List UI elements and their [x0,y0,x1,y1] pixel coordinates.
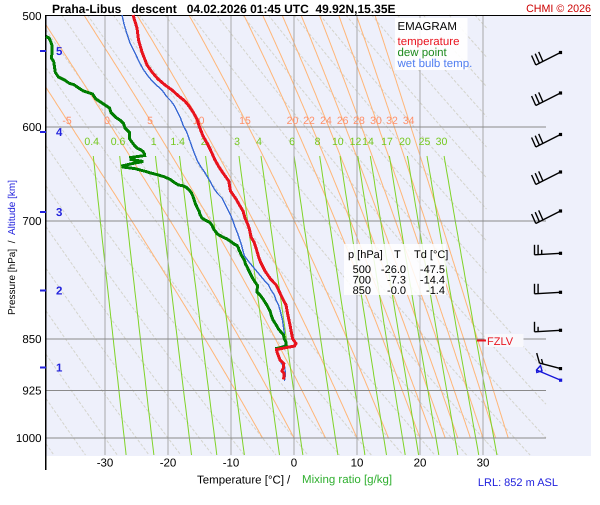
svg-text:0: 0 [291,458,297,470]
svg-text:26: 26 [337,115,349,127]
svg-text:-20: -20 [160,458,177,470]
svg-text:Altitude [km]: Altitude [km] [7,180,18,235]
svg-text:600: 600 [22,122,41,134]
svg-text:15: 15 [239,115,251,127]
svg-text:30: 30 [477,458,490,470]
svg-text:34: 34 [403,115,415,127]
svg-text:LRL: 852 m ASL: LRL: 852 m ASL [478,477,558,489]
svg-text:0.6: 0.6 [111,136,126,148]
svg-text:EMAGRAM: EMAGRAM [398,21,457,33]
svg-text:1: 1 [151,136,157,148]
svg-text:4: 4 [56,127,63,139]
svg-text:28: 28 [353,115,365,127]
svg-text:1: 1 [56,363,63,375]
svg-text:T: T [394,249,401,261]
svg-text:-10: -10 [223,458,240,470]
svg-text:500: 500 [353,264,371,276]
svg-text:17: 17 [381,136,393,148]
svg-text:6: 6 [289,136,295,148]
svg-text:500: 500 [22,11,41,23]
svg-text:-5: -5 [62,115,71,127]
svg-text:1000: 1000 [16,433,42,445]
svg-text:Praha-Libus descent 04.02.: Praha-Libus descent 04.02.2026 01:45 UTC… [52,2,396,16]
svg-text:/: / [287,475,291,487]
svg-text:-7.3: -7.3 [387,275,406,287]
svg-text:700: 700 [22,216,41,228]
svg-text:5: 5 [147,115,153,127]
svg-text:20: 20 [399,136,411,148]
svg-text:25: 25 [419,136,431,148]
svg-text:850: 850 [22,334,41,346]
svg-text:8: 8 [315,136,321,148]
svg-text:-0.0: -0.0 [387,285,406,297]
svg-text:30: 30 [436,136,448,148]
svg-text:wet bulb temp.: wet bulb temp. [397,58,473,70]
svg-text:700: 700 [353,275,371,287]
svg-text:14: 14 [362,136,374,148]
svg-text:-14.4: -14.4 [420,275,445,287]
svg-text:4: 4 [256,136,262,148]
svg-text:3: 3 [56,207,62,219]
svg-text:20: 20 [287,115,299,127]
svg-text:10: 10 [351,458,364,470]
svg-text:CHMI © 2026: CHMI © 2026 [526,3,591,15]
svg-text:Mixing ratio [g/kg]: Mixing ratio [g/kg] [302,474,392,486]
svg-text:10: 10 [332,136,344,148]
svg-text:-26.0: -26.0 [381,264,406,276]
svg-text:5: 5 [56,46,63,58]
svg-text:12: 12 [350,136,362,148]
svg-text:32: 32 [386,115,398,127]
svg-text:20: 20 [414,458,427,470]
svg-text:22: 22 [303,115,315,127]
svg-text:dew point: dew point [398,47,448,59]
svg-text:24: 24 [320,115,332,127]
svg-text:Pressure [hPa] /: Pressure [hPa] / [7,240,18,315]
svg-text:Td [°C]: Td [°C] [414,249,448,261]
svg-text:0: 0 [104,115,110,127]
svg-text:-1.4: -1.4 [426,285,445,297]
svg-text:p [hPa]: p [hPa] [348,249,383,261]
svg-text:FZLV: FZLV [487,336,514,348]
svg-text:-47.5: -47.5 [420,264,445,276]
svg-text:temperature: temperature [398,36,460,48]
svg-text:2: 2 [201,136,207,148]
svg-text:2: 2 [56,286,62,298]
svg-text:Temperature [°C]: Temperature [°C] [197,475,284,487]
svg-text:-30: -30 [97,458,114,470]
svg-text:3: 3 [234,136,240,148]
svg-text:1.4: 1.4 [170,136,185,148]
svg-text:925: 925 [22,386,41,398]
svg-text:30: 30 [370,115,382,127]
svg-text:850: 850 [353,285,371,297]
svg-text:0.4: 0.4 [84,136,99,148]
